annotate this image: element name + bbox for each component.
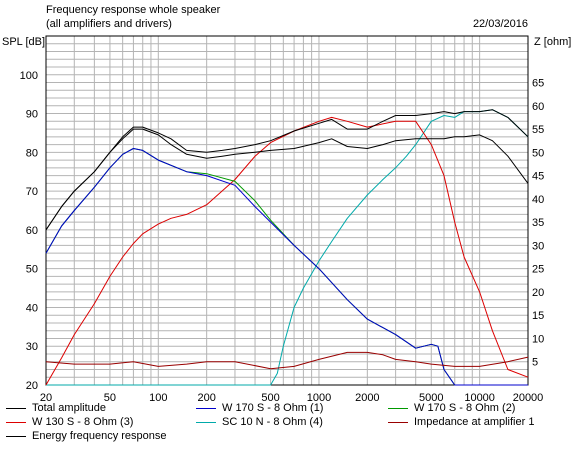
series-line-2 [45, 148, 528, 386]
y-tick-label: 90 [26, 109, 38, 121]
y-axis-label: SPL [dB] [2, 36, 45, 48]
y-tick-label: 100 [20, 70, 38, 82]
y-tick-label: 50 [26, 264, 38, 276]
legend-item: W 170 S - 8 Ohm (1) [196, 402, 323, 414]
series-line-5 [45, 351, 529, 370]
y2-axis-label: Z [ohm] [534, 36, 571, 48]
series-line-4 [46, 109, 529, 386]
y2-tick-label: 15 [532, 310, 544, 322]
tick-labels: 20 50 100 200 500 1000 2000 5000 10000 20000 20 30 4… [20, 70, 545, 404]
legend-item: W 130 S - 8 Ohm (3) [6, 416, 133, 428]
legend-item: SC 10 N - 8 Ohm (4) [196, 416, 323, 428]
legend-label: W 170 S - 8 Ohm (1) [222, 402, 324, 414]
y2-tick-label: 50 [532, 147, 544, 159]
x-tick-label: 50 [104, 392, 116, 404]
y2-tick-label: 55 [532, 124, 544, 136]
y-tick-label: 20 [26, 380, 38, 392]
y-tick-label: 30 [26, 341, 38, 353]
legend-swatch [388, 421, 408, 423]
series-line-6 [45, 128, 529, 231]
legend-item: W 170 S - 8 Ohm (2) [388, 402, 515, 414]
y2-tick-label: 35 [532, 217, 544, 229]
series-line-1 [45, 148, 528, 386]
x-tick-label: 200 [197, 392, 215, 404]
series-lines [45, 109, 529, 386]
y2-tick-label: 40 [532, 194, 544, 206]
legend-swatch [6, 421, 26, 423]
legend-swatch [388, 407, 408, 409]
x-tick-label: 5000 [419, 392, 443, 404]
series-line-0 [45, 109, 529, 231]
legend-label: Energy frequency response [32, 430, 167, 442]
legend-label: Impedance at amplifier 1 [414, 416, 535, 428]
y2-tick-label: 30 [532, 240, 544, 252]
x-tick-label: 1000 [307, 392, 331, 404]
y2-tick-label: 5 [532, 357, 538, 369]
x-tick-label: 10000 [464, 392, 495, 404]
x-tick-label: 20000 [513, 392, 544, 404]
legend-swatch [6, 407, 26, 409]
y-tick-label: 80 [26, 147, 38, 159]
chart-title: Frequency response whole speaker [46, 4, 221, 16]
y2-tick-label: 25 [532, 264, 544, 276]
x-tick-label: 500 [261, 392, 279, 404]
legend-item: Energy frequency response [6, 430, 167, 442]
legend-label: SC 10 N - 8 Ohm (4) [222, 416, 323, 428]
y-tick-label: 70 [26, 186, 38, 198]
y-tick-label: 40 [26, 302, 38, 314]
x-tick-label: 20 [40, 392, 52, 404]
legend-swatch [6, 435, 26, 437]
legend-label: W 170 S - 8 Ohm (2) [414, 402, 516, 414]
y2-tick-label: 45 [532, 171, 544, 183]
legend-swatch [196, 407, 216, 409]
chart-subtitle: (all amplifiers and drivers) [46, 18, 172, 30]
y-tick-label: 60 [26, 225, 38, 237]
legend-item: Impedance at amplifier 1 [388, 416, 534, 428]
x-tick-label: 100 [149, 392, 167, 404]
plot-frame [45, 35, 529, 386]
y2-tick-label: 10 [532, 333, 544, 345]
x-tick-label: 2000 [355, 392, 379, 404]
legend-label: Total amplitude [32, 402, 106, 414]
legend-swatch [196, 421, 216, 423]
legend-item: Total amplitude [6, 402, 106, 414]
grid-lines [45, 36, 529, 385]
chart-date: 22/03/2016 [473, 18, 528, 30]
y2-tick-label: 65 [532, 78, 544, 90]
legend-label: W 130 S - 8 Ohm (3) [32, 416, 134, 428]
y2-tick-label: 20 [532, 287, 544, 299]
y2-tick-label: 60 [532, 101, 544, 113]
series-line-3 [45, 116, 529, 386]
